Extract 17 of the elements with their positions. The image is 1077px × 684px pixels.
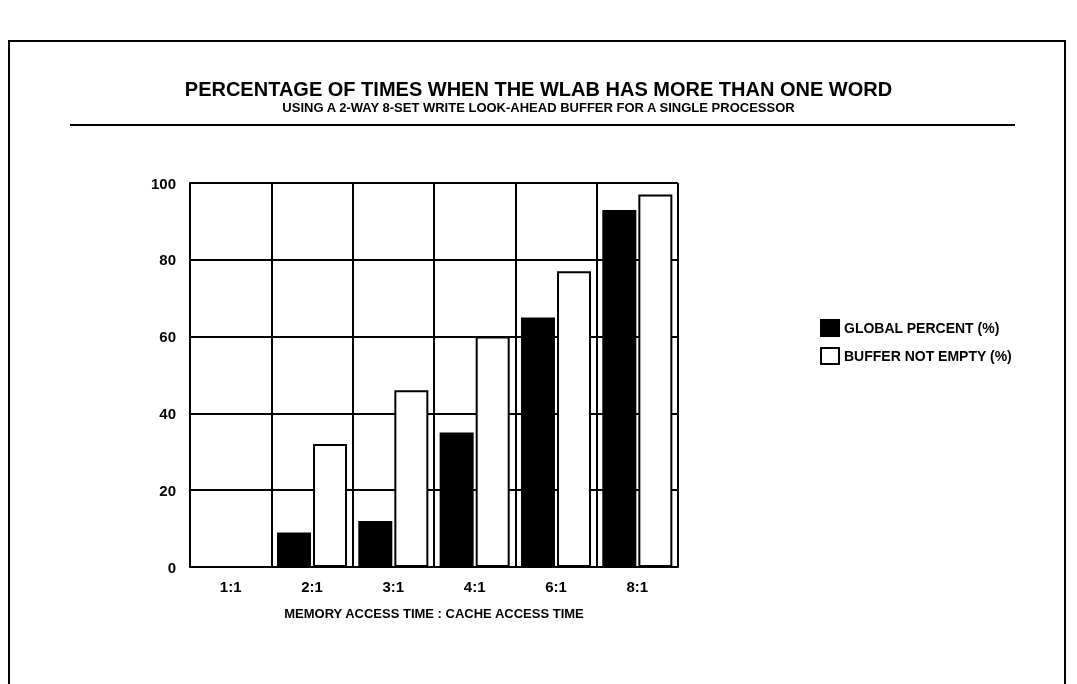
x-tick-label: 2:1: [301, 578, 323, 595]
y-tick-label: 80: [159, 251, 176, 269]
chart-subtitle: USING A 2-WAY 8-SET WRITE LOOK-AHEAD BUFFER FOR A SINGLE PROCESSOR: [282, 100, 796, 115]
x-axis-title: MEMORY ACCESS TIME : CACHE ACCESS TIME: [284, 606, 585, 621]
y-tick-label: 60: [159, 328, 176, 346]
chart-title: PERCENTAGE OF TIMES WHEN THE WLAB HAS MORE THAN ONE WORD: [184, 78, 893, 100]
x-tick-label: 4:1: [463, 578, 486, 595]
y-tick-label: 100: [150, 174, 176, 192]
y-tick-label: 20: [159, 481, 176, 499]
legend-label: GLOBAL PERCENT (%): [844, 320, 1000, 336]
y-tick-label: 0: [167, 558, 176, 576]
x-tick-label: 8:1: [626, 578, 649, 595]
y-tick-label: 40: [159, 404, 176, 422]
legend-label: BUFFER NOT EMPTY (%): [844, 348, 1012, 364]
x-tick-label: 6:1: [545, 578, 567, 595]
x-tick-label: 3:1: [382, 578, 405, 595]
x-tick-label: 1:1: [219, 578, 242, 595]
